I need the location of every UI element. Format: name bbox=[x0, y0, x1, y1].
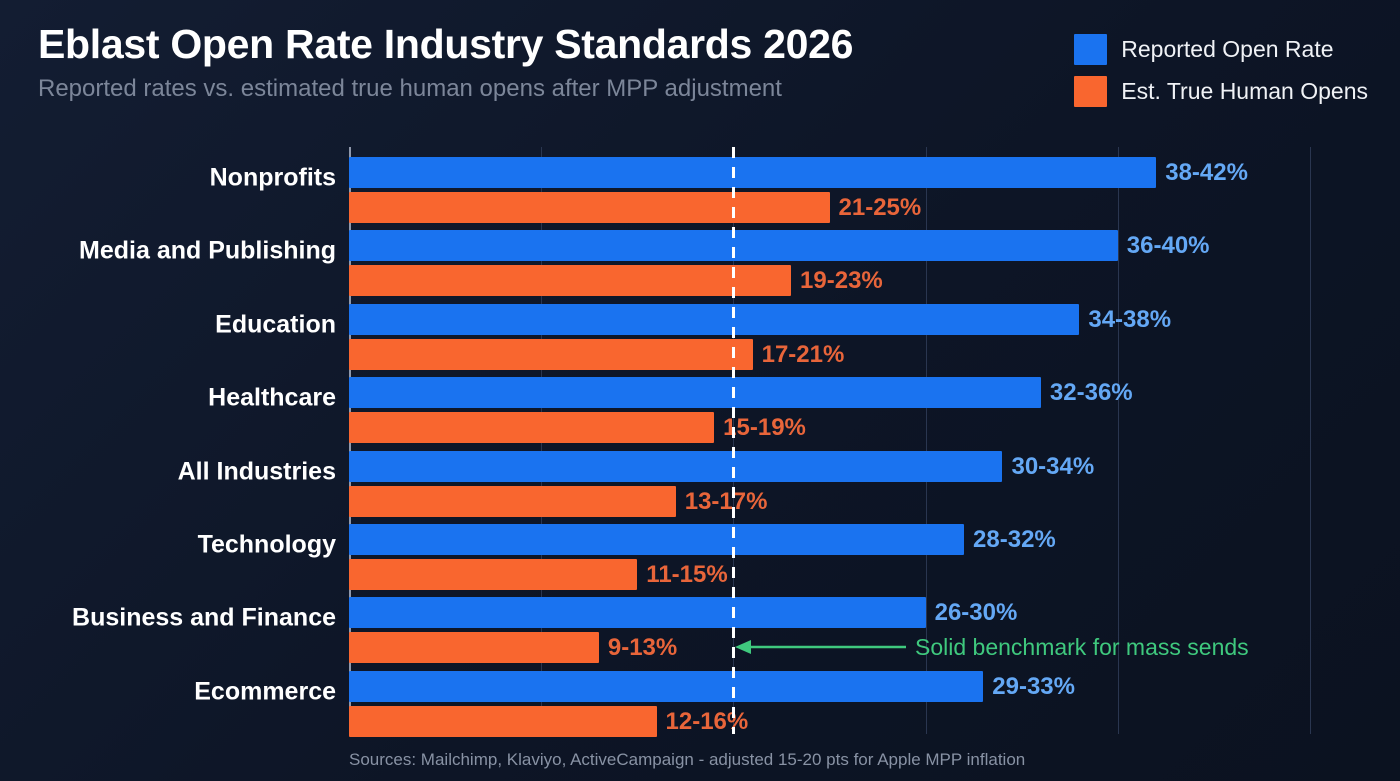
legend-label: Reported Open Rate bbox=[1121, 36, 1334, 62]
bar-reported-0[interactable] bbox=[349, 157, 1157, 188]
plot-area: 38-42% 21-25% 36-40% 19-23% 34-38% 17-21% 32-3… bbox=[349, 147, 1372, 737]
category-label-1: Media and Publishing bbox=[79, 236, 336, 265]
gridline-40 bbox=[1117, 147, 1119, 734]
chart-subtitle: Reported rates vs. estimated true human … bbox=[38, 75, 782, 103]
bar-value-label-reported-0: 38-42% bbox=[1165, 159, 1248, 186]
source-note: Sources: Mailchimp, Klaviyo, ActiveCampa… bbox=[349, 750, 1026, 769]
bar-value-label-trueopen-6: 9-13% bbox=[607, 634, 678, 662]
bar-trueopen-6[interactable] bbox=[349, 632, 599, 664]
bar-trueopen-0[interactable] bbox=[349, 192, 830, 223]
bar-reported-6[interactable] bbox=[349, 597, 926, 629]
chart-legend: Reported Open Rate Est. True Human Opens bbox=[1074, 34, 1368, 107]
bar-value-label-trueopen-2: 17-21% bbox=[761, 340, 845, 368]
bar-value-label-reported-4: 30-34% bbox=[1011, 452, 1095, 480]
legend-swatch-reported bbox=[1074, 34, 1108, 65]
bar-reported-4[interactable] bbox=[349, 450, 1003, 482]
bar-trueopen-2[interactable] bbox=[349, 338, 753, 370]
bar-value-label-trueopen-4: 13-17% bbox=[684, 487, 768, 515]
legend-label: Est. True Human Opens bbox=[1121, 78, 1368, 104]
bar-reported-7[interactable] bbox=[349, 670, 984, 702]
benchmark-reference-line bbox=[732, 147, 736, 734]
bar-value-label-reported-5: 28-32% bbox=[973, 525, 1056, 553]
legend-item-0[interactable]: Reported Open Rate bbox=[1074, 34, 1334, 65]
bar-value-label-reported-7: 29-33% bbox=[992, 672, 1075, 700]
benchmark-annotation: Solid benchmark for mass sends bbox=[735, 632, 1249, 662]
category-label-6: Business and Finance bbox=[72, 603, 336, 632]
legend-item-1[interactable]: Est. True Human Opens bbox=[1074, 76, 1368, 107]
bar-trueopen-7[interactable] bbox=[349, 705, 657, 737]
bar-value-label-trueopen-7: 12-16% bbox=[665, 707, 749, 735]
bar-trueopen-4[interactable] bbox=[349, 485, 676, 517]
category-label-2: Education bbox=[215, 310, 336, 339]
category-label-7: Ecommerce bbox=[194, 677, 336, 706]
category-label-5: Technology bbox=[197, 530, 336, 559]
left-arrow-icon bbox=[735, 640, 906, 654]
legend-swatch-true-opens bbox=[1074, 76, 1108, 107]
category-axis-labels: Nonprofits Media and Publishing Education H… bbox=[0, 147, 336, 734]
bar-reported-3[interactable] bbox=[349, 377, 1041, 409]
bar-value-label-reported-3: 32-36% bbox=[1049, 379, 1133, 407]
bar-value-label-trueopen-3: 15-19% bbox=[723, 414, 806, 442]
bar-value-label-reported-1: 36-40% bbox=[1126, 232, 1210, 260]
annotation-label: Solid benchmark for mass sends bbox=[915, 633, 1249, 660]
bar-value-label-trueopen-5: 11-15% bbox=[646, 560, 728, 588]
bar-value-label-reported-2: 34-38% bbox=[1088, 305, 1172, 333]
bar-value-label-trueopen-0: 21-25% bbox=[838, 194, 922, 221]
gridline-30 bbox=[925, 147, 927, 734]
bar-trueopen-5[interactable] bbox=[349, 558, 638, 590]
bar-trueopen-1[interactable] bbox=[349, 265, 792, 297]
bar-trueopen-3[interactable] bbox=[349, 412, 715, 444]
category-label-4: All Industries bbox=[177, 457, 336, 485]
bar-reported-5[interactable] bbox=[349, 523, 965, 555]
bar-value-label-reported-6: 26-30% bbox=[934, 599, 1018, 627]
category-label-3: Healthcare bbox=[208, 383, 336, 412]
bar-value-label-trueopen-1: 19-23% bbox=[800, 267, 883, 295]
gridline-50 bbox=[1310, 147, 1311, 734]
bar-reported-2[interactable] bbox=[349, 303, 1080, 335]
chart-header: Eblast Open Rate Industry Standards 2026… bbox=[38, 22, 1048, 103]
category-label-0: Nonprofits bbox=[209, 163, 336, 192]
page-title: Eblast Open Rate Industry Standards 2026 bbox=[38, 21, 854, 67]
